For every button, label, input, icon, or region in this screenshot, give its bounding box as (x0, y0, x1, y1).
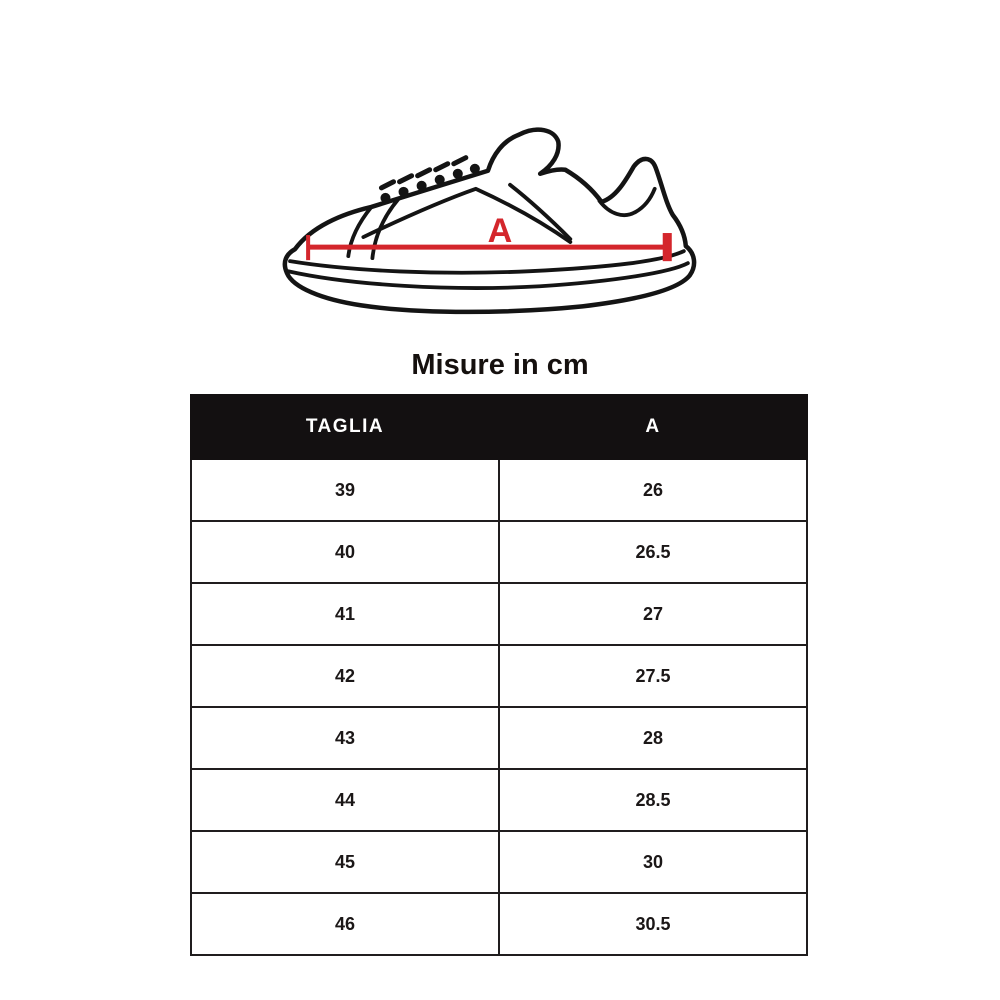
page-title: Misure in cm (411, 349, 589, 381)
size-cell: 43 (190, 706, 500, 770)
measure-cell: 30 (498, 830, 808, 894)
size-cell: 41 (190, 582, 500, 646)
sneaker-diagram: A (282, 127, 697, 315)
size-cell: 42 (190, 644, 500, 708)
measurement-label: A (488, 212, 513, 250)
table-row: 42 27.5 (190, 644, 808, 708)
table-row: 45 30 (190, 830, 808, 894)
size-cell: 44 (190, 768, 500, 832)
measure-cell: 27 (498, 582, 808, 646)
measure-cell: 27.5 (498, 644, 808, 708)
table-row: 41 27 (190, 582, 808, 646)
size-table: TAGLIA A 39 26 40 26.5 41 27 42 27.5 43 (190, 394, 808, 956)
size-cell: 39 (190, 458, 500, 522)
table-header-row: TAGLIA A (190, 394, 808, 460)
measure-cell: 30.5 (498, 892, 808, 956)
sneaker-outline-icon (282, 127, 697, 315)
size-cell: 46 (190, 892, 500, 956)
table-row: 39 26 (190, 458, 808, 522)
measure-cell: 28 (498, 706, 808, 770)
measure-cell: 26.5 (498, 520, 808, 584)
size-cell: 45 (190, 830, 500, 894)
measure-cell: 26 (498, 458, 808, 522)
column-header-taglia: TAGLIA (190, 394, 500, 460)
laces-icon (378, 155, 480, 203)
size-cell: 40 (190, 520, 500, 584)
column-header-a: A (498, 394, 808, 460)
table-row: 40 26.5 (190, 520, 808, 584)
table-row: 44 28.5 (190, 768, 808, 832)
table-row: 46 30.5 (190, 892, 808, 956)
measurement-line (306, 233, 672, 262)
table-row: 43 28 (190, 706, 808, 770)
measure-cell: 28.5 (498, 768, 808, 832)
